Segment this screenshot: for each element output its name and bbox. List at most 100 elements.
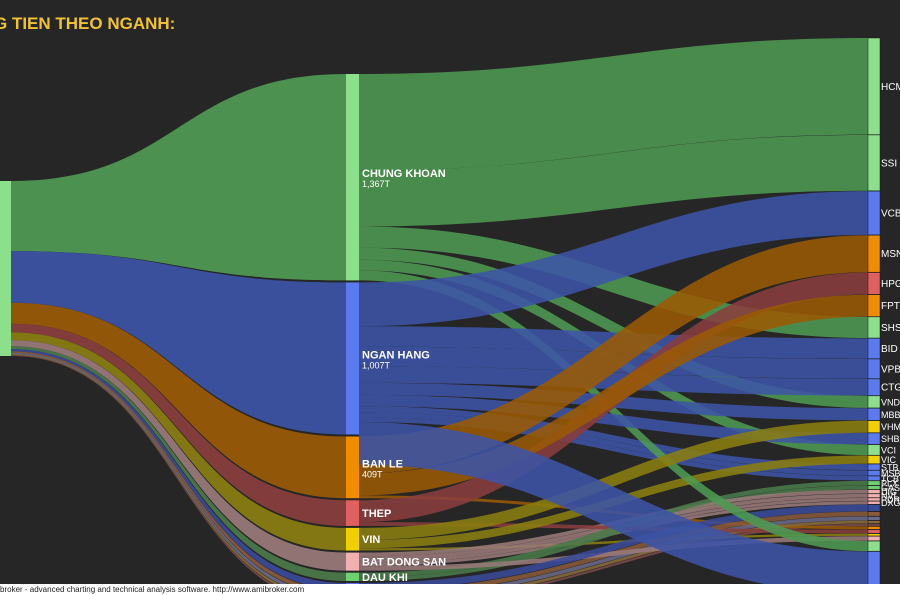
sector-value-ngan-hang: 1,007T — [362, 360, 391, 370]
ticker-node-hpg — [867, 272, 881, 295]
flow-ngan-hang-to-tcb — [359, 417, 868, 481]
ticker-label-tcb: TCB — [881, 474, 899, 484]
ticker-node-ticker-25 — [867, 504, 881, 512]
ticker-node-vnd — [867, 395, 881, 409]
sector-label-vin: VIN — [362, 534, 380, 546]
ticker-label-fpt: FPT — [881, 301, 900, 312]
flow-dau-khi-to-gas — [359, 485, 868, 581]
ticker-label-vcb: VCB — [881, 209, 900, 220]
ticker-node-ticker-30 — [867, 526, 881, 530]
flow-source-to-sector-10 — [11, 354, 280, 584]
sector-node-chung-khoan — [346, 74, 359, 281]
flow-source-to-thep — [11, 323, 346, 526]
ticker-node-bid — [867, 338, 881, 359]
flow-sector-10-to-ticker-28 — [520, 520, 868, 584]
ticker-node-vci — [867, 444, 881, 456]
ticker-node-ctg — [867, 378, 881, 396]
flow-sector-8-to-ticker-26 — [464, 511, 868, 584]
ticker-label-msb: MSB — [881, 469, 900, 479]
flow-bat-dong-san-to-ticker-33 — [359, 536, 868, 571]
ticker-label-nvl: NVL — [881, 491, 899, 501]
ticker-node-ticker-29 — [867, 523, 881, 527]
ticker-label-dig: DIG — [881, 487, 897, 497]
ticker-node-vpb — [867, 358, 881, 379]
sector-label-ngan-hang: NGAN HANG — [362, 349, 430, 361]
ticker-label-shb: SHB — [881, 434, 900, 444]
flow-ngan-hang-to-msb — [359, 412, 868, 476]
flow-ban-le-to-msn — [359, 235, 868, 474]
flow-ngan-hang-to-stb — [359, 406, 868, 471]
flow-source-to-chung-khoan — [11, 74, 346, 281]
ticker-node-msb — [867, 470, 881, 476]
sector-node-dau-khi — [346, 572, 359, 581]
ticker-node-ticker-35 — [867, 551, 881, 584]
ticker-label-hcm: HCM — [881, 82, 900, 93]
ticker-node-plx — [867, 480, 881, 486]
ticker-node-ssi — [867, 134, 881, 192]
ticker-node-stb — [867, 463, 881, 471]
ticker-label-plx: PLX — [881, 479, 898, 489]
sector-value-ban-le: 409T — [362, 469, 383, 479]
ticker-node-dig — [867, 489, 881, 494]
ticker-node-vhm — [867, 420, 881, 433]
sector-node-ban-le — [346, 436, 359, 499]
ticker-label-vnd: VND — [881, 397, 900, 407]
flow-source-to-ban-le — [11, 302, 346, 499]
ticker-label-mbb: MBB — [881, 410, 900, 420]
flow-source-to-bat-dong-san — [11, 340, 346, 571]
ticker-label-gas: GAS — [881, 483, 900, 493]
chart-title: G TIEN THEO NGANH: — [0, 14, 175, 33]
ticker-label-ctg: CTG — [881, 383, 900, 394]
sector-node-bat-dong-san — [346, 552, 359, 571]
sector-label-thep: THEP — [362, 508, 391, 520]
ticker-label-vpb: VPB — [881, 364, 900, 375]
ticker-label-shs: SHS — [881, 323, 900, 334]
sector-label-ban-le: BAN LE — [362, 458, 403, 470]
ticker-node-ticker-34 — [867, 540, 881, 552]
ticker-node-ticker-28 — [867, 520, 881, 524]
footer-credit: broker - advanced charting and technical… — [0, 584, 900, 595]
ticker-label-vci: VCI — [881, 445, 896, 455]
flow-ngan-hang-to-ctg — [359, 366, 868, 396]
flow-vin-to-ticker-32 — [359, 533, 868, 551]
ticker-node-ticker-26 — [867, 511, 881, 517]
ticker-node-vic — [867, 455, 881, 465]
flow-ban-le-to-fpt — [359, 294, 868, 496]
flow-sector-11-to-ticker-29 — [536, 523, 868, 584]
ticker-node-ticker-33 — [867, 535, 881, 542]
ticker-label-dxg: DXG — [881, 498, 900, 508]
ticker-node-tcb — [867, 475, 881, 481]
flow-source-to-ngan-hang — [11, 251, 346, 435]
flow-source-to-vin — [11, 332, 346, 551]
ticker-node-ticker-32 — [867, 533, 881, 537]
flow-chung-khoan-to-ssi — [359, 134, 868, 227]
ticker-label-vic: VIC — [881, 455, 897, 465]
flow-sector-9-to-ticker-27 — [497, 516, 868, 584]
flow-links — [11, 38, 868, 584]
ticker-label-vhm: VHM — [881, 422, 900, 432]
sector-label-chung-khoan: CHUNG KHOAN — [362, 168, 446, 180]
flow-source-to-sector-7 — [11, 349, 346, 584]
ticker-node-nvl — [867, 493, 881, 498]
ticker-label-bid: BID — [881, 344, 898, 355]
ticker-node-shb — [867, 432, 881, 445]
ticker-node-dxg — [867, 500, 881, 505]
flow-chung-khoan-to-vnd — [359, 247, 868, 408]
ticker-label-ssi: SSI — [881, 158, 897, 169]
nodes — [0, 37, 881, 584]
sector-node-vin — [346, 527, 359, 551]
ticker-node-mbb — [867, 407, 881, 421]
ticker-node-shs — [867, 316, 881, 339]
ticker-node-gas — [867, 485, 881, 490]
ticker-node-vcb — [867, 190, 881, 236]
flow-sector-7-to-ticker-25 — [359, 504, 868, 584]
sector-node-ngan-hang — [346, 282, 359, 435]
ticker-node-ticker-31 — [867, 529, 881, 534]
sector-label-bat-dong-san: BAT DONG SAN — [362, 557, 446, 569]
source-node-total — [0, 181, 11, 356]
flow-vin-to-vhm — [359, 420, 868, 540]
flow-chung-khoan-to-ticker-34 — [359, 270, 868, 552]
